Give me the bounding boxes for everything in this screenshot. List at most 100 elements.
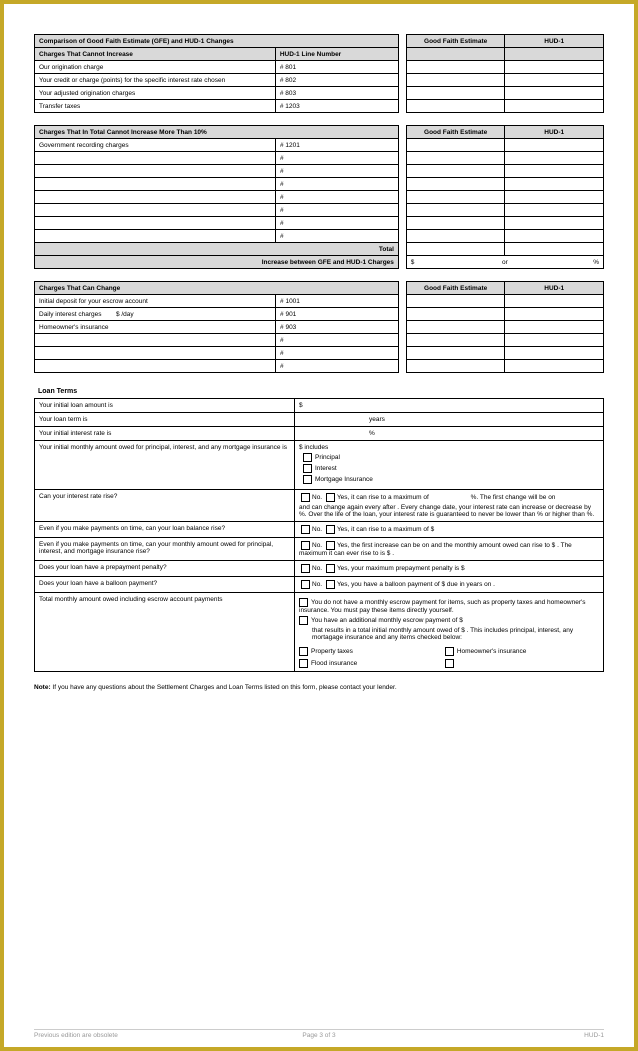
table-cell <box>505 61 604 74</box>
r5-no-checkbox[interactable] <box>301 493 310 502</box>
table-cell: Government recording charges <box>35 139 276 152</box>
table-cell <box>406 321 505 334</box>
interest-checkbox[interactable] <box>303 464 312 473</box>
monthly-rise-label: Even if you make payments on time, can y… <box>35 538 295 561</box>
table-cell: # 901 <box>276 308 399 321</box>
s3-hud-head: HUD-1 <box>505 282 604 295</box>
page: Comparison of Good Faith Estimate (GFE) … <box>0 0 638 1051</box>
flood-ins-checkbox[interactable] <box>299 659 308 668</box>
table-cell: # <box>276 347 399 360</box>
s2-gfe-head: Good Faith Estimate <box>406 126 505 139</box>
s1-gfe-head: Good Faith Estimate <box>406 35 505 48</box>
table-cell: # 1201 <box>275 139 398 152</box>
table-cell <box>406 61 505 74</box>
table-cell <box>406 334 505 347</box>
table-cell <box>505 334 604 347</box>
table-cell <box>406 230 505 243</box>
or-label: or <box>502 259 508 266</box>
s1-subcol: HUD-1 Line Number <box>275 48 398 61</box>
table-cell: # 801 <box>275 61 398 74</box>
table-cell <box>505 191 604 204</box>
table-cell <box>505 87 604 100</box>
table-cell <box>406 178 505 191</box>
table-cell <box>406 295 505 308</box>
loan-term-label: Your loan term is <box>35 413 295 427</box>
table-cell <box>406 139 505 152</box>
escrow-additional-checkbox[interactable] <box>299 616 308 625</box>
dollar-sign: $ <box>411 259 415 266</box>
table-cell: # <box>275 217 398 230</box>
section-ten-percent: Charges That In Total Cannot Increase Mo… <box>34 125 604 269</box>
table-cell <box>406 217 505 230</box>
escrow-label: Total monthly amount owed including escr… <box>35 593 295 672</box>
s1-hud-head: HUD-1 <box>505 35 604 48</box>
table-ten-percent: Charges That In Total Cannot Increase Mo… <box>34 125 604 269</box>
includes-label: $ includes <box>299 444 328 451</box>
s2-title: Charges That In Total Cannot Increase Mo… <box>35 126 399 139</box>
table-cell <box>406 360 505 373</box>
s1-sub: Charges That Cannot Increase <box>35 48 276 61</box>
balance-rise-label: Even if you make payments on time, can y… <box>35 522 295 538</box>
table-cell <box>505 321 604 334</box>
table-cell: # <box>275 152 398 165</box>
table-cell <box>505 165 604 178</box>
table-cell <box>505 100 604 113</box>
mi-checkbox[interactable] <box>303 475 312 484</box>
table-cell: Homeowner's insurance <box>35 321 276 334</box>
table-cell: # <box>275 204 398 217</box>
footer-left: Previous edition are obsolete <box>34 1032 118 1039</box>
home-ins-checkbox[interactable] <box>445 647 454 656</box>
r5-yes-checkbox[interactable] <box>326 493 335 502</box>
mi-label: Mortgage Insurance <box>315 476 373 483</box>
s2-total: Total <box>35 243 399 256</box>
r7-yes-checkbox[interactable] <box>326 541 335 550</box>
table-cell: Your credit or charge (points) for the s… <box>35 74 276 87</box>
table-cell: # 1001 <box>276 295 399 308</box>
table-cell <box>35 334 276 347</box>
table-cell: # <box>276 360 399 373</box>
table-cell <box>406 74 505 87</box>
footer-center: Page 3 of 3 <box>302 1032 335 1039</box>
r8-yes-checkbox[interactable] <box>326 564 335 573</box>
prop-tax-checkbox[interactable] <box>299 647 308 656</box>
pct-label: % <box>369 430 375 437</box>
table-cell <box>505 178 604 191</box>
r6-yes-checkbox[interactable] <box>326 525 335 534</box>
r9-no-checkbox[interactable] <box>301 580 310 589</box>
principal-label: Principal <box>315 454 340 461</box>
loan-header: Loan Terms <box>34 385 604 398</box>
table-cell <box>35 152 276 165</box>
table-cell <box>406 308 505 321</box>
table-cell <box>35 178 276 191</box>
section-can-change: Charges That Can Change Good Faith Estim… <box>34 281 604 373</box>
table-cell <box>35 347 276 360</box>
escrow-none-checkbox[interactable] <box>299 598 308 607</box>
table-cell: # <box>275 165 398 178</box>
prepay-label: Does your loan have a prepayment penalty… <box>35 561 295 577</box>
table-cell: # <box>275 178 398 191</box>
blank-checkbox[interactable] <box>445 659 454 668</box>
table-cell <box>406 165 505 178</box>
pct-sign: % <box>593 259 599 266</box>
table-can-change: Charges That Can Change Good Faith Estim… <box>34 281 604 373</box>
r9-yes-checkbox[interactable] <box>326 580 335 589</box>
table-cell <box>406 87 505 100</box>
table-cell <box>505 139 604 152</box>
table-cell <box>505 74 604 87</box>
s1-title: Comparison of Good Faith Estimate (GFE) … <box>35 35 399 48</box>
table-cannot-increase: Comparison of Good Faith Estimate (GFE) … <box>34 34 604 113</box>
principal-checkbox[interactable] <box>303 453 312 462</box>
table-cell: # 903 <box>276 321 399 334</box>
s3-title: Charges That Can Change <box>35 282 399 295</box>
footer: Previous edition are obsolete Page 3 of … <box>34 1029 604 1039</box>
loan-rate-label: Your initial interest rate is <box>35 427 295 441</box>
r8-no-checkbox[interactable] <box>301 564 310 573</box>
r7-no-checkbox[interactable] <box>301 541 310 550</box>
table-cell: # 802 <box>275 74 398 87</box>
table-cell: Daily interest charges $ /day <box>35 308 276 321</box>
table-cell <box>406 100 505 113</box>
r6-no-checkbox[interactable] <box>301 525 310 534</box>
loan-table: Your initial loan amount is $ Your loan … <box>34 398 604 672</box>
table-cell <box>505 360 604 373</box>
balloon-label: Does your loan have a balloon payment? <box>35 577 295 593</box>
